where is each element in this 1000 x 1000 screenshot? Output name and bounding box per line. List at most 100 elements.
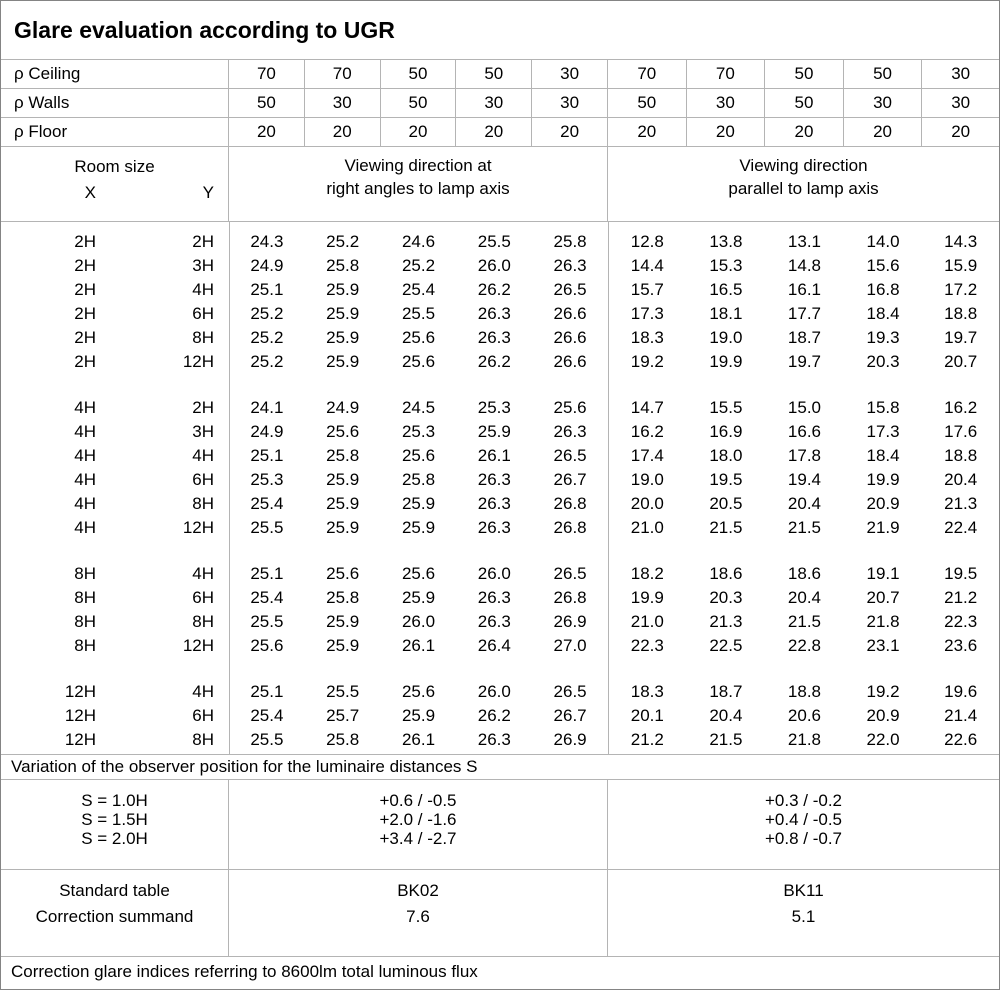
ugr-value: 25.5 bbox=[326, 682, 360, 701]
ugr-value: 26.0 bbox=[477, 682, 511, 701]
ugr-value: 15.8 bbox=[866, 398, 900, 417]
ugr-value: 19.3 bbox=[866, 328, 900, 347]
reflectance-label: ρ Ceiling bbox=[1, 60, 229, 88]
ugr-row: 2H 3H 24.9 25.8 25.2 26.0 26.3 14.4 15.3 14.8 15.6… bbox=[1, 254, 999, 278]
ugr-value: 26.9 bbox=[553, 612, 587, 631]
ugr-value: 18.8 bbox=[944, 446, 978, 465]
ugr-value: 17.4 bbox=[630, 446, 664, 465]
room-size-cell: 8H 12H bbox=[1, 634, 229, 658]
ugr-value: 25.2 bbox=[250, 328, 284, 347]
title-bar: Glare evaluation according to UGR bbox=[1, 1, 999, 60]
room-x-value: 8H bbox=[74, 564, 96, 583]
ugr-value: 25.6 bbox=[326, 564, 360, 583]
room-x-value: 2H bbox=[74, 328, 96, 347]
column-header-row: Room size X Y Viewing direction at right… bbox=[1, 147, 999, 222]
ugr-value: 18.4 bbox=[866, 446, 900, 465]
ugr-value: 25.4 bbox=[250, 588, 284, 607]
ugr-value: 26.3 bbox=[477, 612, 511, 631]
room-x-value: 4H bbox=[74, 470, 96, 489]
room-size-cell: 4H 4H bbox=[1, 444, 229, 468]
room-size-label: Room size bbox=[74, 157, 155, 176]
room-x-value: 12H bbox=[64, 730, 96, 749]
ugr-value: 25.9 bbox=[326, 280, 360, 299]
ugr-value: 20.4 bbox=[709, 706, 743, 725]
ugr-value: 25.6 bbox=[401, 446, 436, 465]
ugr-value: 20.9 bbox=[866, 494, 900, 513]
ugr-value: 26.2 bbox=[477, 280, 511, 299]
room-y-value: 3H bbox=[192, 256, 214, 275]
ugr-value: 16.2 bbox=[944, 398, 978, 417]
ugr-value: 25.3 bbox=[477, 398, 511, 417]
ugr-value: 26.5 bbox=[553, 280, 587, 299]
room-y-value: 6H bbox=[192, 706, 214, 725]
ugr-value: 23.1 bbox=[866, 636, 900, 655]
observer-variation-section: S = 1.0H S = 1.5H S = 2.0H +0.6 / -0.5 +… bbox=[1, 780, 999, 870]
room-size-cell: 8H 8H bbox=[1, 610, 229, 634]
room-x-value: 2H bbox=[74, 352, 96, 371]
room-xy-labels: X Y bbox=[1, 183, 228, 203]
y-axis-label: Y bbox=[202, 183, 214, 202]
ugr-value: 19.9 bbox=[630, 588, 664, 607]
ugr-value: 16.9 bbox=[709, 422, 743, 441]
ugr-value: 19.9 bbox=[866, 470, 900, 489]
room-y-value: 8H bbox=[192, 328, 214, 347]
ugr-value: 26.3 bbox=[553, 422, 587, 441]
ugr-value: 14.0 bbox=[866, 232, 900, 251]
ugr-value: 20.3 bbox=[709, 588, 743, 607]
ugr-value: 25.6 bbox=[401, 352, 436, 371]
correction-summand-label: Correction summand bbox=[35, 907, 194, 926]
ugr-value: 25.9 bbox=[477, 422, 511, 441]
ugr-value: 25.2 bbox=[326, 232, 360, 251]
reflectance-value: 20 bbox=[765, 118, 844, 146]
reflectance-value: 70 bbox=[608, 60, 687, 88]
ugr-value: 25.6 bbox=[401, 682, 436, 701]
ugr-value: 19.0 bbox=[709, 328, 743, 347]
ugr-value: 21.5 bbox=[709, 518, 743, 537]
ugr-value: 18.6 bbox=[787, 564, 822, 583]
reflectance-value: 50 bbox=[381, 60, 457, 88]
reflectance-value: 50 bbox=[844, 60, 923, 88]
ugr-value: 25.8 bbox=[326, 446, 360, 465]
reflectance-row: ρ Ceiling 70 70 50 50 30 70 70 50 50 30 bbox=[1, 60, 999, 89]
ugr-value: 24.9 bbox=[326, 398, 360, 417]
ugr-row: 2H 12H 25.2 25.9 25.6 26.2 26.6 19.2 19.9 19.7 20.… bbox=[1, 350, 999, 374]
room-size-cell: 4H 3H bbox=[1, 420, 229, 444]
ugr-value: 22.8 bbox=[787, 636, 822, 655]
ugr-row: 12H 8H 25.5 25.8 26.1 26.3 26.9 21.2 21.5 21.8 22.… bbox=[1, 728, 999, 752]
room-y-value: 4H bbox=[192, 446, 214, 465]
room-y-value: 6H bbox=[192, 470, 214, 489]
s-value: +0.6 / -0.5 bbox=[379, 791, 457, 810]
ugr-value: 21.2 bbox=[944, 588, 978, 607]
ugr-value: 26.8 bbox=[553, 494, 587, 513]
ugr-value: 25.1 bbox=[250, 682, 284, 701]
room-size-cell: 8H 4H bbox=[1, 562, 229, 586]
ugr-value: 25.6 bbox=[326, 422, 360, 441]
reflectance-label: ρ Walls bbox=[1, 89, 229, 117]
s-value: +3.4 / -2.7 bbox=[379, 829, 457, 848]
reflectance-value: 20 bbox=[687, 118, 766, 146]
ugr-value: 25.8 bbox=[326, 730, 360, 749]
variation-note: Variation of the observer position for t… bbox=[1, 754, 999, 780]
ugr-table-body: 2H 2H 24.3 25.2 24.6 25.5 25.8 12.8 13.8 13.1 14.0… bbox=[1, 222, 999, 754]
ugr-value: 19.7 bbox=[944, 328, 978, 347]
ugr-value: 16.2 bbox=[630, 422, 664, 441]
reflectance-value: 20 bbox=[844, 118, 923, 146]
room-y-value: 6H bbox=[192, 304, 214, 323]
ugr-value: 25.4 bbox=[401, 280, 436, 299]
room-y-value: 8H bbox=[192, 730, 214, 749]
reflectance-value: 30 bbox=[951, 64, 971, 83]
ugr-value: 25.4 bbox=[250, 494, 284, 513]
ugr-value: 21.3 bbox=[709, 612, 743, 631]
ugr-value: 25.9 bbox=[326, 470, 360, 489]
ugr-value: 16.5 bbox=[709, 280, 743, 299]
ugr-value: 25.3 bbox=[250, 470, 284, 489]
ugr-value: 26.8 bbox=[553, 518, 587, 537]
ugr-value: 22.6 bbox=[944, 730, 978, 749]
ugr-value: 18.7 bbox=[787, 328, 822, 347]
ugr-value: 20.1 bbox=[630, 706, 664, 725]
ugr-value: 25.6 bbox=[401, 564, 436, 583]
ugr-value: 14.7 bbox=[630, 398, 664, 417]
ugr-value: 14.3 bbox=[944, 232, 978, 251]
s-value: +0.3 / -0.2 bbox=[764, 791, 843, 810]
